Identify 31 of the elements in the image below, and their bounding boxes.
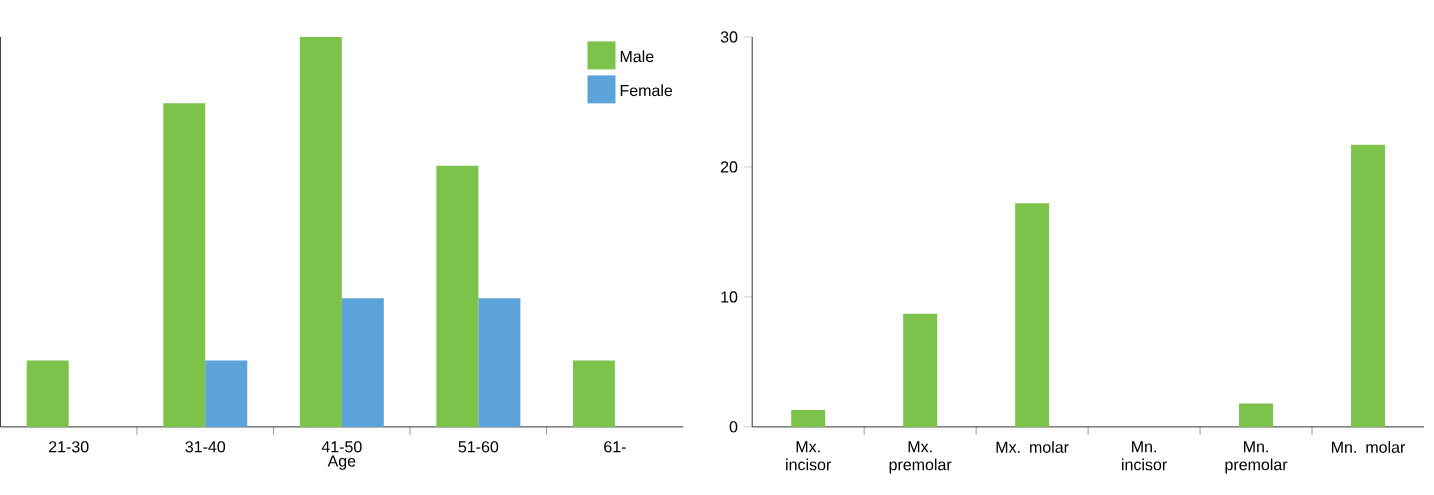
x-tick-label: Mn. premolar (1225, 441, 1288, 474)
x-tick-label: Mn. incisor (1122, 441, 1167, 471)
x-axis-title: Age (327, 455, 356, 470)
bar (299, 37, 342, 427)
bar (1015, 203, 1050, 427)
bar (436, 165, 479, 427)
legend-label: Male (620, 50, 654, 63)
y-tick-label: 20 (720, 161, 738, 173)
x-tick-label: Mx. premolar (889, 441, 952, 474)
bar (163, 103, 206, 427)
bar (478, 298, 521, 427)
bar (205, 360, 248, 427)
bar (1351, 144, 1386, 427)
bar (572, 360, 615, 427)
x-tick-label: 51-60 (458, 441, 499, 453)
x-tick-label: Mn. molar (1332, 441, 1406, 453)
y-tick-label: 10 (721, 291, 738, 303)
x-tick-label: 21-30 (49, 441, 89, 453)
bar (26, 360, 69, 427)
x-tick-label: 41-50 (321, 441, 362, 453)
x-tick-label: 31-40 (185, 441, 226, 453)
y-tick-label: 30 (720, 31, 738, 43)
legend-label: Female (620, 84, 673, 97)
y-tick-label: 0 (729, 421, 738, 433)
bar (903, 313, 938, 427)
x-tick-label: Mx. molar (996, 441, 1069, 453)
x-tick-label: 61- (604, 441, 626, 453)
bar (341, 298, 384, 427)
x-tick-label: Mx. incisor (786, 441, 831, 471)
bar (791, 410, 826, 427)
bar (1239, 403, 1274, 427)
